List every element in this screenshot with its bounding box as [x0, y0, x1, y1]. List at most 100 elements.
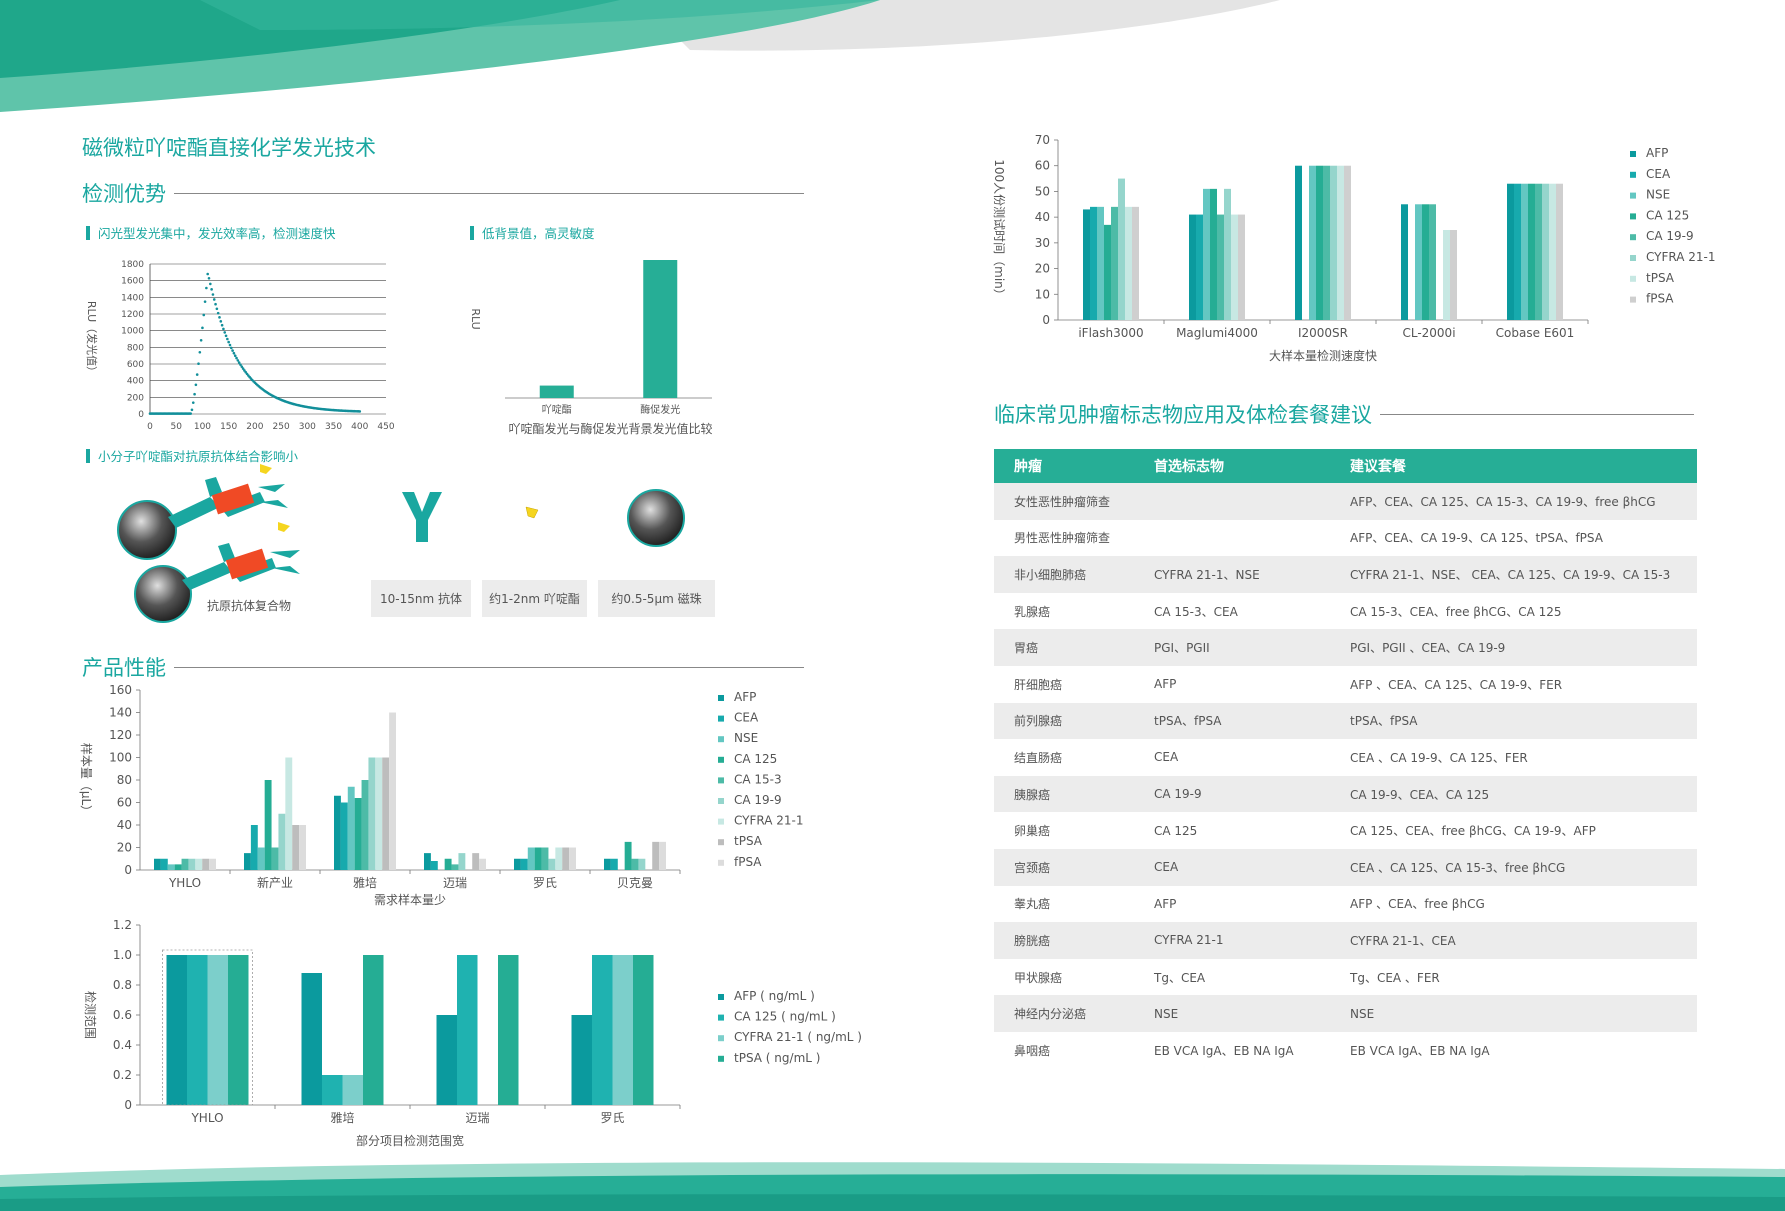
- bar: [1443, 230, 1450, 320]
- curve-point: [239, 363, 242, 366]
- y-tick-label: 200: [127, 393, 144, 403]
- legend-label: CA 15-3: [734, 772, 782, 786]
- bar: [1125, 206, 1132, 320]
- cell-tumor: 结直肠癌: [1014, 750, 1063, 765]
- legend-swatch: [718, 994, 724, 1000]
- bar: [1083, 209, 1090, 320]
- y-tick-label: 0.6: [113, 1008, 132, 1022]
- x-category-label: 迈瑞: [443, 876, 467, 890]
- bar: [202, 858, 210, 870]
- cell-marker: CYFRA 21-1、NSE: [1154, 556, 1350, 593]
- cell-tumor: 卵巢癌: [1014, 824, 1051, 839]
- cell-marker: CYFRA 21-1: [1154, 922, 1350, 959]
- x-axis-label: 吖啶酯发光与酶促发光背景发光值比较: [508, 421, 712, 436]
- y-tick-label: 0.2: [113, 1068, 132, 1082]
- cell-package: CA 125、CEA、free βhCG、CA 19-9、AFP: [1350, 824, 1596, 839]
- y-tick-label: 70: [1035, 133, 1050, 147]
- table-row: 男性恶性肿瘤筛查 AFP、CEA、CA 19-9、CA 125、tPSA、fPSA: [994, 520, 1697, 557]
- y-tick-label: 0: [124, 1098, 132, 1112]
- table-row: 胃癌 PGI、PGII PGI、PGII 、CEA、CA 19-9: [994, 629, 1697, 666]
- bar: [1514, 183, 1521, 320]
- x-category-label: 酶促发光: [640, 403, 680, 416]
- legend-label: CA 19-9: [734, 793, 782, 807]
- legend-label: AFP: [734, 690, 756, 704]
- x-tick-label: 200: [246, 422, 263, 432]
- col-header-tumor: 肿瘤: [994, 449, 1154, 483]
- table-row: 宫颈癌 CEA CEA 、CA 125、CA 15-3、free βhCG: [994, 848, 1697, 886]
- bar: [207, 955, 228, 1105]
- cell-tumor: 甲状腺癌: [1014, 970, 1063, 985]
- curve-point: [220, 323, 224, 327]
- bar: [257, 847, 265, 870]
- complex-lower-icon: [134, 522, 300, 623]
- y-tick-label: 1200: [121, 310, 144, 320]
- curve-point: [223, 331, 227, 334]
- bar: [301, 973, 322, 1105]
- bar: [541, 847, 549, 870]
- table-row: 非小细胞肺癌 CYFRA 21-1、NSE CYFRA 21-1、NSE、 CEA、…: [994, 556, 1697, 593]
- cell-tumor: 胰腺癌: [994, 775, 1154, 813]
- cell-tumor: 女性恶性肿瘤筛查: [994, 483, 1154, 520]
- bar: [1450, 230, 1457, 320]
- curve-point: [214, 302, 217, 306]
- x-tick-label: 0: [147, 422, 153, 432]
- curve-point: [207, 276, 211, 280]
- bar: [1238, 214, 1245, 320]
- legend-swatch: [1630, 234, 1636, 241]
- y-tick-label: 0: [1042, 313, 1050, 327]
- curve-point: [191, 401, 195, 404]
- curve-point: [218, 316, 221, 319]
- legend-label: CEA: [734, 711, 759, 725]
- cell-marker: CA 125: [1154, 823, 1198, 838]
- top-wave-decoration: [0, 0, 1280, 112]
- y-tick-label: 160: [109, 683, 132, 697]
- cell-tumor: 睾丸癌: [1014, 897, 1051, 912]
- table-row: 鼻咽癌 EB VCA IgA、EB NA IgA EB VCA IgA、EB NA …: [994, 1032, 1697, 1069]
- bar: [278, 813, 286, 870]
- cell-marker: PGI、PGII: [1154, 629, 1350, 666]
- bar: [174, 864, 182, 870]
- y-axis-label: 检测范围: [83, 991, 98, 1039]
- legend-swatch: [718, 756, 724, 763]
- curve-point: [358, 410, 362, 413]
- subheading-small-molecule: 小分子吖啶酯对抗原抗体结合影响小: [86, 446, 298, 465]
- legend-swatch: [718, 818, 724, 825]
- bar: [638, 858, 646, 870]
- acridinium-ester-icon: [525, 506, 539, 519]
- tumor-marker-table: 肿瘤 首选标志物 建议套餐 女性恶性肿瘤筛查 AFP、CEA、CA 125、CA …: [994, 449, 1697, 1069]
- subheading-flash: 闪光型发光集中，发光效率高，检测速度快: [86, 223, 336, 242]
- bar: [195, 858, 203, 870]
- sample-volume-chart: 0 20 40 60 80 100 120 140 160 YHLO 新产业 雅培 迈瑞 罗氏 贝克曼需求样…: [79, 683, 804, 907]
- legend-swatch: [1630, 296, 1636, 303]
- x-category-label: CL-2000i: [1402, 326, 1455, 340]
- x-tick-label: 400: [351, 422, 368, 432]
- info-box-bead: 约0.5-5μm 磁珠: [598, 580, 715, 617]
- curve-point: [229, 346, 233, 350]
- x-tick-label: 350: [325, 422, 342, 432]
- legend-label: tPSA: [734, 834, 763, 848]
- cell-package: CA 15-3、CEA、free βhCG、CA 125: [1350, 604, 1562, 619]
- bar: [527, 847, 535, 870]
- y-tick-label: 80: [117, 773, 132, 787]
- y-tick-label: 120: [109, 728, 132, 742]
- curve-point: [202, 313, 206, 317]
- table-row: 卵巢癌 CA 125 CA 125、CEA、free βhCG、CA 19-9、AF…: [994, 812, 1697, 849]
- cell-marker: Tg、CEA: [1154, 970, 1206, 985]
- bar: [1556, 183, 1563, 320]
- bar: [375, 757, 383, 870]
- bar: [1132, 206, 1139, 320]
- section-clinical-label: 临床常见肿瘤标志物应用及体检套餐建议: [994, 403, 1372, 427]
- legend-swatch: [1630, 275, 1636, 282]
- curve-point: [198, 350, 202, 354]
- cell-tumor: 非小细胞肺癌: [994, 556, 1154, 593]
- table-row: 女性恶性肿瘤筛查 AFP、CEA、CA 125、CA 15-3、CA 19-9、f…: [994, 483, 1697, 520]
- section-advantages-label: 检测优势: [82, 182, 166, 206]
- curve-point: [195, 373, 199, 376]
- bar: [562, 847, 570, 870]
- legend-swatch: [718, 859, 724, 866]
- cell-package: AFP 、CEA、free βhCG: [1350, 897, 1485, 912]
- cell-tumor: 膀胱癌: [994, 922, 1154, 959]
- bar: [612, 955, 633, 1105]
- y-tick-label: 1.2: [113, 918, 132, 932]
- bar: [250, 825, 258, 870]
